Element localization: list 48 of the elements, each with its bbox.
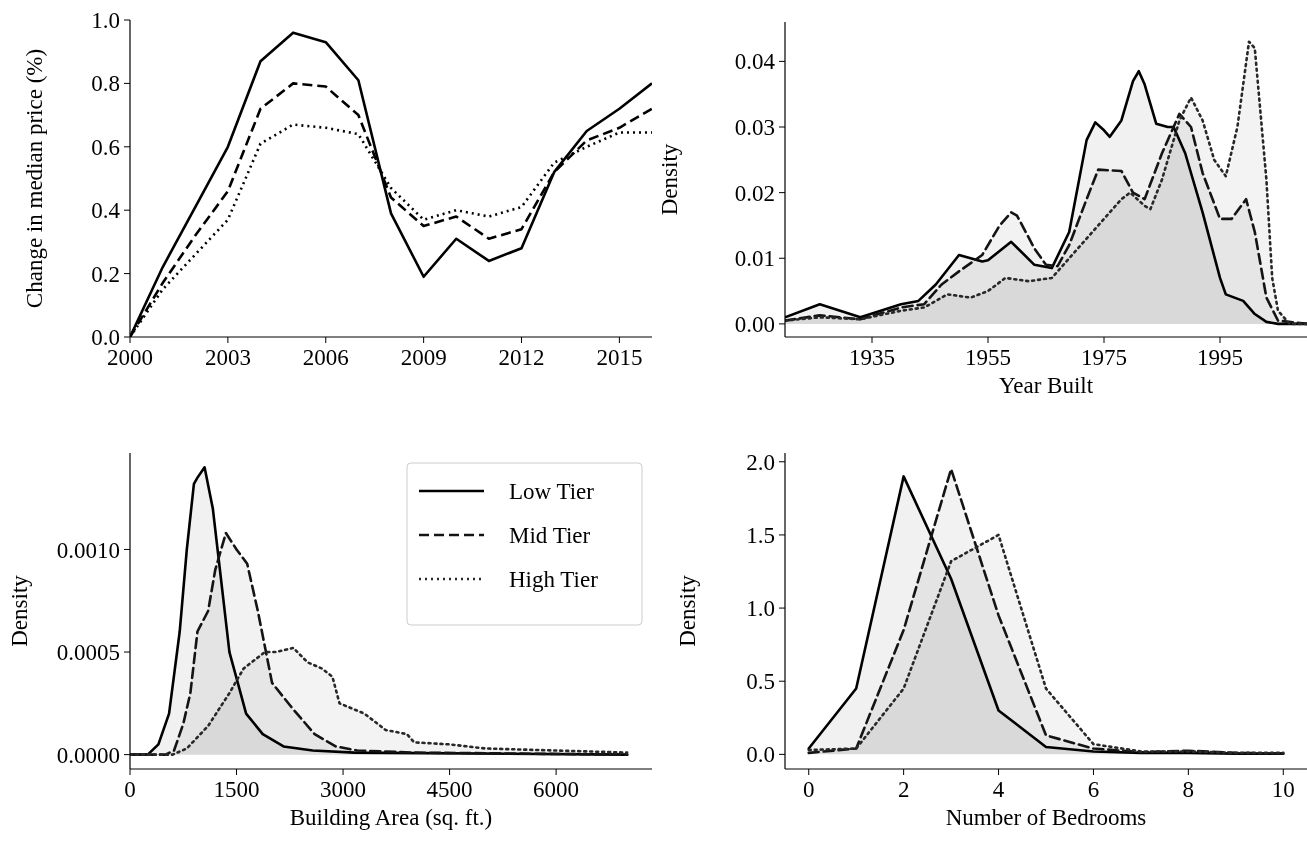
x-tick-label: 0 [802, 777, 815, 802]
legend-label: High Tier [509, 567, 599, 592]
y-axis-title: Density [675, 574, 700, 647]
x-tick-label: 6 [1087, 777, 1100, 802]
y-tick-label: 0.0010 [56, 537, 120, 563]
x-tick-label: 2003 [204, 345, 251, 370]
y-tick-label: 0.4 [91, 198, 121, 224]
y-tick-label: 0.00 [734, 311, 775, 337]
x-tick-label: 8 [1182, 777, 1195, 802]
y-tick-label: 0.0005 [56, 640, 120, 666]
x-tick-label: 2 [897, 777, 910, 802]
y-tick-label: 0.0 [746, 742, 775, 768]
x-tick-label: 2015 [596, 345, 643, 370]
y-tick-label: 0.01 [734, 246, 775, 272]
x-axis-title: Building Area (sq. ft.) [289, 805, 493, 830]
x-tick-label: 3000 [320, 777, 367, 802]
x-tick-label: 1975 [1081, 345, 1127, 370]
x-tick-label: 1995 [1197, 345, 1243, 370]
y-tick-label: 0.03 [734, 115, 775, 141]
x-tick-label: 10 [1271, 777, 1295, 802]
y-tick-label: 0.8 [91, 71, 120, 97]
y-axis-title: Density [657, 143, 682, 216]
y-tick-label: 0.5 [746, 669, 775, 695]
legend-label: Low Tier [509, 479, 595, 504]
x-tick-label: 6000 [533, 777, 580, 802]
x-tick-label: 4 [992, 777, 1005, 802]
x-tick-label: 0 [124, 777, 136, 802]
y-tick-label: 2.0 [746, 449, 775, 475]
x-tick-label: 1955 [965, 345, 1011, 370]
x-tick-label: 2009 [400, 345, 447, 370]
legend-label: Mid Tier [509, 523, 591, 548]
y-tick-label: 0.02 [734, 180, 775, 206]
y-tick-label: 0.6 [91, 134, 120, 160]
x-tick-label: 4500 [426, 777, 473, 802]
x-tick-label: 2012 [498, 345, 545, 370]
y-axis-title: Density [7, 574, 32, 647]
y-tick-label: 0.04 [734, 49, 776, 75]
y-tick-label: 0.2 [91, 261, 120, 287]
y-tick-label: 0.0000 [56, 742, 120, 768]
x-tick-label: 1935 [849, 345, 895, 370]
y-axis-title: Change in median price (%) [22, 48, 47, 309]
y-tick-label: 1.0 [91, 8, 120, 34]
y-tick-label: 1.0 [746, 596, 775, 622]
x-tick-label: 2006 [302, 345, 349, 370]
x-axis-title: Year Built [998, 373, 1094, 398]
y-tick-label: 1.5 [746, 522, 775, 548]
x-axis-title: Number of Bedrooms [945, 805, 1147, 830]
x-tick-label: 1500 [213, 777, 260, 802]
